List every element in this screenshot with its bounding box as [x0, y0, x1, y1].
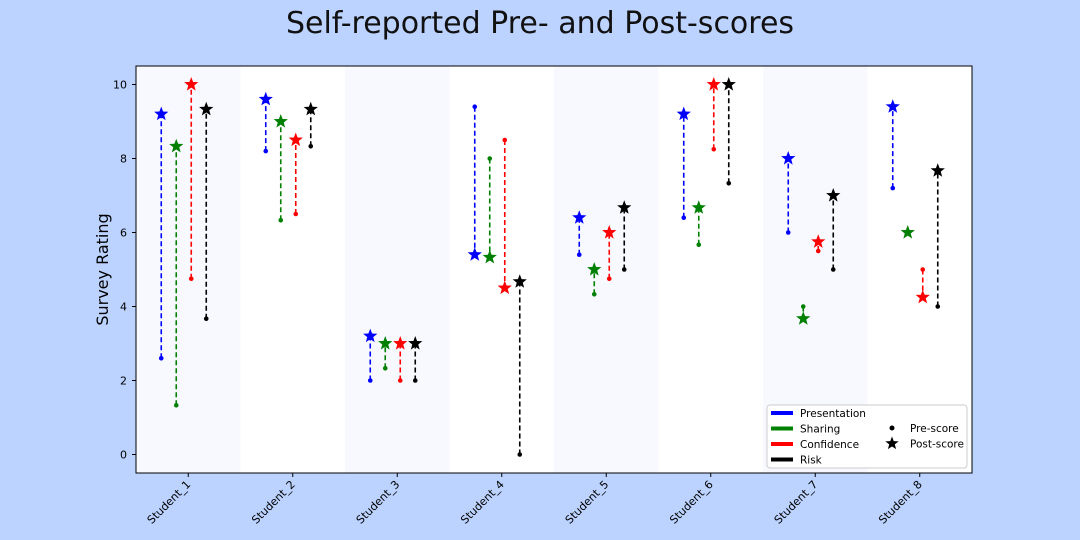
post-score-point [617, 200, 632, 214]
pre-score-point [158, 356, 164, 361]
post-score-point [602, 225, 617, 239]
post-score-point [258, 91, 273, 106]
x-tick-label: Student_2 [249, 478, 298, 527]
pre-score-point [890, 185, 896, 191]
pre-score-point [188, 276, 194, 282]
pre-score-point [815, 248, 821, 254]
post-score-point [482, 249, 497, 264]
plot-frame [135, 65, 973, 474]
legend-label: Post-score [910, 439, 964, 451]
x-tick-label: Student_4 [458, 478, 507, 527]
post-score-point [706, 77, 721, 91]
post-score-point [497, 280, 512, 295]
post-score-point [915, 289, 930, 304]
legend-marker-star [885, 436, 899, 450]
post-score-point [900, 225, 915, 239]
pre-score-point [367, 378, 373, 383]
pre-score-point [487, 156, 493, 161]
post-score-point [363, 328, 378, 343]
post-score-point [393, 336, 408, 350]
post-score-point [587, 262, 602, 276]
post-score-point [676, 106, 691, 121]
post-score-point [930, 163, 945, 177]
legend-marker-dot [889, 425, 895, 431]
post-score-point [154, 106, 169, 121]
post-score-point [199, 101, 214, 116]
student-band [345, 66, 450, 473]
pre-score-point [293, 211, 299, 217]
post-score-point [781, 151, 796, 165]
pre-score-point [800, 304, 806, 309]
y-tick-label: 10 [113, 79, 127, 92]
post-score-point [408, 336, 423, 350]
legend-box [766, 404, 968, 469]
pre-score-point [785, 230, 791, 235]
pre-score-point [621, 267, 627, 272]
x-tick-label: Student_5 [563, 478, 612, 527]
post-score-point [512, 274, 527, 288]
pre-score-point [173, 402, 179, 408]
y-tick-label: 6 [120, 227, 127, 240]
legend-label: Presentation [800, 408, 866, 420]
post-score-point [184, 77, 199, 91]
post-score-point [885, 99, 900, 113]
pre-score-point [681, 215, 687, 220]
legend-label: Risk [800, 455, 823, 467]
post-score-point [811, 234, 826, 248]
y-tick-label: 2 [120, 375, 127, 388]
pre-score-point [502, 137, 508, 143]
post-score-point [169, 138, 184, 153]
post-score-point [721, 77, 736, 91]
student-band [136, 66, 241, 473]
y-tick-label: 4 [120, 301, 127, 314]
pre-score-point [830, 267, 836, 272]
legend-label: Sharing [800, 424, 840, 436]
pre-score-point [278, 217, 284, 223]
x-tick-label: Student_8 [876, 478, 925, 527]
x-tick-label: Student_3 [354, 478, 403, 527]
post-score-point [467, 247, 482, 261]
post-score-point [288, 132, 303, 147]
pre-score-point [203, 316, 209, 322]
pre-score-point [711, 146, 717, 152]
pre-score-point [591, 291, 597, 297]
pre-score-point [517, 452, 523, 457]
pre-score-point [382, 365, 388, 371]
y-tick-label: 8 [120, 153, 127, 166]
post-score-point [572, 210, 587, 224]
pre-score-point [696, 242, 702, 248]
y-axis-label: Survey Rating [93, 213, 112, 325]
pre-score-point [576, 252, 582, 257]
post-score-point [378, 336, 393, 350]
post-score-point [796, 311, 811, 325]
legend-label: Confidence [800, 439, 859, 451]
legend-label: Pre-score [910, 423, 959, 435]
chart-title: Self-reported Pre- and Post-scores [285, 6, 795, 41]
post-score-point [303, 101, 318, 116]
x-tick-label: Student_7 [772, 478, 821, 527]
pre-score-point [308, 143, 314, 149]
y-tick-label: 0 [120, 449, 127, 462]
pre-score-point [472, 104, 478, 109]
x-tick-label: Student_6 [667, 478, 716, 527]
pre-score-point [412, 378, 418, 383]
pre-score-point [397, 378, 403, 383]
pre-score-point [920, 267, 926, 272]
pre-score-point [726, 180, 732, 186]
post-score-point [691, 200, 706, 214]
post-score-point [826, 188, 841, 202]
x-tick-label: Student_1 [145, 478, 194, 527]
legend: Presentation Sharing Confidence Risk Pre-sco… [766, 404, 968, 469]
post-score-point [273, 114, 288, 128]
pre-score-point [935, 304, 941, 309]
student-band [554, 66, 659, 473]
pre-score-point [263, 148, 269, 154]
pre-score-point [606, 276, 612, 282]
